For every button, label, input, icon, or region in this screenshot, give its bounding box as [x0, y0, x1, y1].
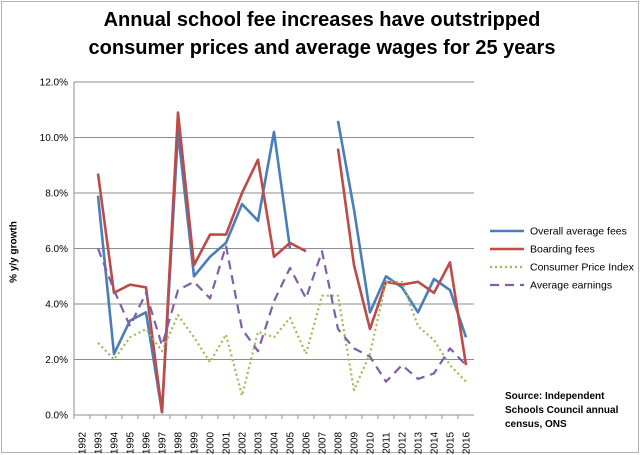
chart-title: Annual school fee increases have outstri…: [42, 6, 602, 62]
x-tick-label: 2011: [382, 432, 393, 454]
y-tick-label: 6.0%: [45, 244, 68, 255]
source-line-3: census, ONS: [505, 419, 567, 430]
y-tick-label: 2.0%: [45, 355, 68, 366]
x-tick-label: 2012: [398, 431, 409, 454]
chart-title-line-2: consumer prices and average wages for 25…: [88, 37, 556, 59]
y-tick-label: 10.0%: [40, 133, 68, 144]
x-tick-label: 2015: [446, 431, 457, 454]
series-line-0-seg-0: [96, 130, 292, 414]
x-tick-label: 2004: [270, 431, 281, 454]
x-tick-label: 2006: [302, 431, 313, 454]
source-line-2: Schools Council annual: [505, 405, 619, 416]
axes: [73, 82, 474, 416]
x-tick-label: 1999: [190, 431, 201, 454]
x-tick-label: 2010: [366, 431, 377, 454]
x-tick-label: 2005: [286, 431, 297, 454]
x-tick-label: 2003: [254, 431, 265, 454]
y-tick-label: 4.0%: [45, 300, 68, 311]
source-note: Source: Independent Schools Council annu…: [505, 390, 635, 432]
legend-label-3: Average earnings: [530, 280, 612, 292]
x-tick-label: 2009: [350, 431, 361, 454]
series-line-2-seg-0: [97, 280, 467, 397]
x-tick-label: 1993: [94, 431, 105, 454]
y-tick-label: 12.0%: [40, 78, 68, 89]
x-tick-label: 2016: [462, 431, 473, 454]
x-tick-label: 2000: [206, 431, 217, 454]
series-line-1-seg-0: [96, 111, 307, 414]
legend-label-2: Consumer Price Index: [530, 262, 635, 274]
series-line-3-seg-0: [96, 244, 467, 383]
series-line-0-seg-1: [336, 120, 468, 338]
x-tick-label: 2007: [318, 431, 329, 454]
legend-label-1: Boarding fees: [530, 244, 595, 256]
y-axis-ticks: 0.0% 2.0% 4.0% 6.0% 8.0% 10.0% 12.0%: [40, 78, 68, 422]
x-tick-label: 2001: [222, 431, 233, 454]
legend: Overall average fees Boarding fees Consume…: [490, 226, 635, 292]
series-group: [96, 111, 468, 414]
y-tick-label: 8.0%: [45, 189, 68, 200]
x-tick-label: 1994: [110, 431, 121, 454]
legend-label-0: Overall average fees: [530, 226, 627, 238]
source-line-1: Source: Independent: [505, 391, 605, 402]
x-tick-label: 2013: [414, 431, 425, 454]
x-tick-label: 1996: [142, 431, 153, 454]
x-axis-ticks: 1992 1993 1994 1995 1996 1997 1998 1999 2000 2001…: [73, 415, 473, 454]
x-tick-label: 1997: [158, 431, 169, 454]
x-tick-label: 1998: [174, 431, 185, 454]
x-tick-label: 1992: [78, 431, 89, 454]
x-tick-label: 2002: [238, 431, 249, 454]
y-tick-label: 0.0%: [45, 411, 68, 422]
x-tick-label: 2008: [334, 431, 345, 454]
series-line-1-seg-1: [336, 148, 468, 366]
x-tick-label: 1995: [126, 431, 137, 454]
x-tick-label: 2014: [430, 431, 441, 454]
chart-title-line-1: Annual school fee increases have outstri…: [103, 9, 541, 31]
